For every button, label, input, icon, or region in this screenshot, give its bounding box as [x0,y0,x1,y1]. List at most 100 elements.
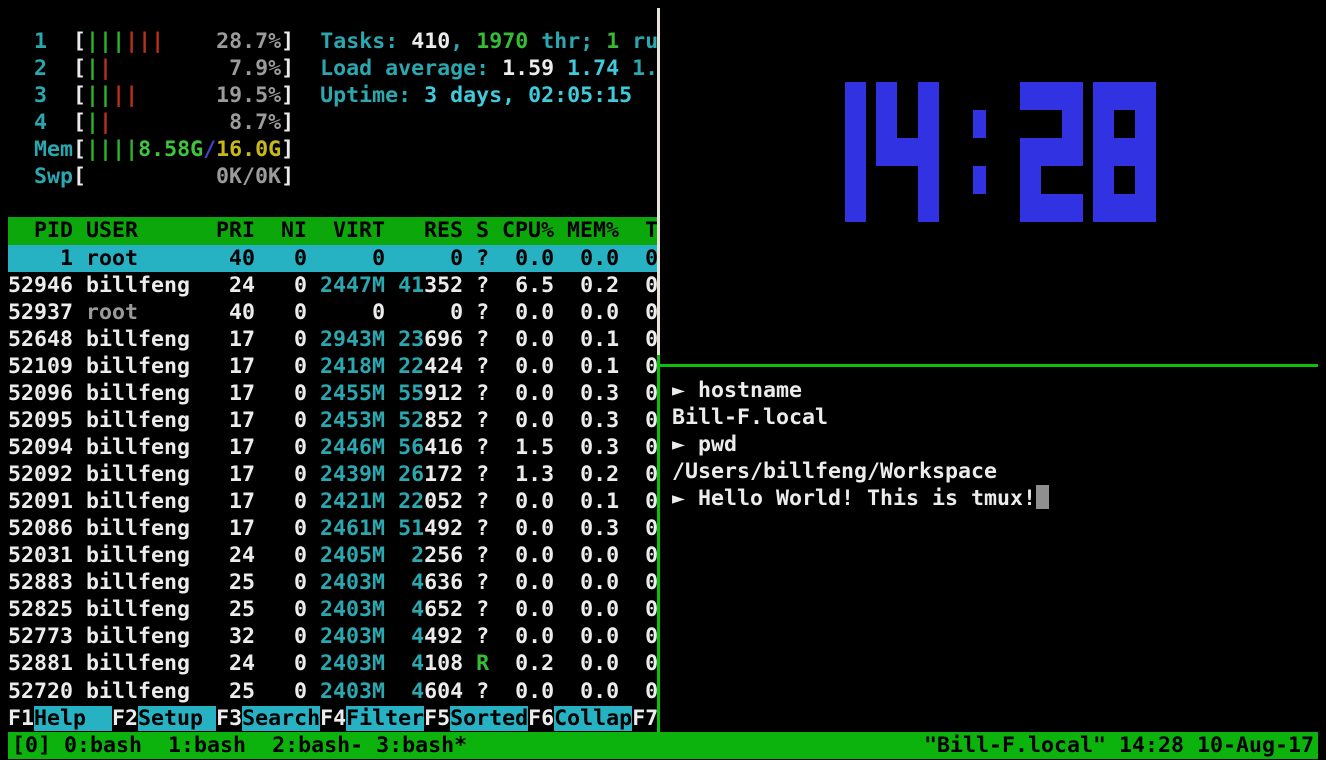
process-row[interactable]: 52773 billfeng 32 0 2403M 4492 ? 0.0 0.0… [8,624,658,650]
process-row[interactable]: 52883 billfeng 25 0 2403M 4636 ? 0.0 0.0… [8,570,658,596]
state-cell: ? [476,299,490,325]
meter-bar: | [112,137,126,163]
uptime: Uptime: 3 days, 02:05:15 [320,83,633,109]
res-cell: 492 [424,516,464,542]
meter-bar: | [138,29,152,54]
res-cell: 424 [424,353,464,379]
state-cell: ? [476,434,490,460]
pane-divider-vertical-inactive[interactable] [657,8,660,355]
process-row[interactable]: 52881 billfeng 24 0 2403M 4108 R 0.2 0.0… [8,651,658,677]
user-cell: billfeng [86,597,204,623]
process-row[interactable]: 52720 billfeng 25 0 2403M 4604 ? 0.0 0.0… [8,678,658,704]
pane-divider-horizontal-active[interactable] [657,364,1318,367]
meter-bar: | [112,83,126,109]
tmux-window-3[interactable]: 3:bash* [376,733,468,758]
cpu-percent: 8.7% [229,110,282,136]
tmux-window-list: [0] 0:bash 1:bash 2:bash- 3:bash* [12,732,467,759]
process-row[interactable]: 52109 billfeng 17 0 2418M 22424 ? 0.0 0.… [8,353,658,379]
res-cell: 4 [411,570,425,596]
res-cell: 4 [411,651,425,677]
fkey-f1-label[interactable]: Help [34,705,113,731]
res-cell: 256 [424,543,464,569]
memory-meter-label: Mem [8,137,74,163]
res-cell: 492 [424,624,464,650]
fkey-f4-label[interactable]: Filter [346,705,425,731]
process-table-header[interactable]: PID USER PRI NI VIRT RES S CPU% MEM% T [8,217,658,245]
fkey-f7-key[interactable]: F7 [632,705,658,731]
fkey-f6-label[interactable]: Collap [554,705,633,731]
process-row[interactable]: 52031 billfeng 24 0 2405M 2256 ? 0.0 0.0… [8,543,658,569]
cpu1-meter-label: 1 [8,29,74,54]
user-cell: billfeng [86,624,204,650]
load-average: Load average: 1.59 1.74 1. [320,56,658,82]
tty-clock [803,82,1156,222]
fkey-f2-key[interactable]: F2 [112,705,139,731]
state-cell: ? [476,624,490,650]
process-row[interactable]: 52648 billfeng 17 0 2943M 23696 ? 0.0 0.… [8,326,658,352]
process-row[interactable]: 52086 billfeng 17 0 2461M 51492 ? 0.0 0.… [8,516,658,542]
meter-bar: | [99,137,113,163]
clock-digit-1 [803,82,866,222]
tmux-window-1[interactable]: 1:bash [168,733,260,758]
prompt-icon: ► [672,432,699,458]
meter-bar: | [99,29,113,54]
user-cell: billfeng [86,570,204,596]
tmux-status-right: "Bill-F.local" 14:28 10-Aug-17 [923,733,1314,758]
process-row[interactable]: 52937 root 40 0 0 0 ? 0.0 0.0 0: [8,299,658,325]
res-cell: 652 [424,597,464,623]
meter-bar: | [86,137,100,163]
pid-cell: 52095 [8,407,87,433]
state-cell: ? [476,489,490,515]
pid-cell: 52091 [8,489,87,515]
fkey-f5-key[interactable]: F5 [424,705,451,731]
tmux-window-2[interactable]: 2:bash- [272,733,364,758]
cpu-meter-row: 3 [|||| 19.5%] Uptime: 3 days, 02:05:15 [8,83,633,109]
virt-cell: 0 [372,299,386,325]
process-row[interactable]: 52946 billfeng 24 0 2447M 41352 ? 6.5 0.… [8,272,658,298]
pid-cell: 52720 [8,678,87,704]
fkey-f2-label[interactable]: Setup [138,705,217,731]
pid-cell: 52648 [8,326,87,352]
state-cell: ? [476,570,490,596]
shell-pane[interactable]: ► hostname Bill-F.local ► pwd/Users/billfe… [660,367,1318,730]
meter-bar: | [99,83,113,109]
state-cell: ? [476,245,490,271]
shell-command-line: ► hostname [672,378,803,403]
fkey-f5-label[interactable]: Sorted [450,705,529,731]
cpu2-meter-label: 2 [8,56,74,82]
meter-bar: | [112,29,126,54]
tmux-window-0[interactable]: 0:bash [64,733,156,758]
process-row[interactable]: 52091 billfeng 17 0 2421M 22052 ? 0.0 0.… [8,489,658,515]
fkey-f3-label[interactable]: Search [242,705,321,731]
meter-bar: | [99,56,113,82]
state-cell: ? [476,516,490,542]
process-row[interactable]: 52096 billfeng 17 0 2455M 55912 ? 0.0 0.… [8,380,658,406]
fkey-f1-key[interactable]: F1 [8,705,35,731]
res-cell: 23 [398,326,425,352]
res-cell: 108 [424,651,464,677]
state-cell: ? [476,407,490,433]
res-cell: 4 [411,597,425,623]
process-row[interactable]: 1 root 40 0 0 0 ? 0.0 0.0 0: [8,244,658,272]
user-cell: billfeng [86,516,204,542]
res-cell: 696 [424,326,464,352]
process-row[interactable]: 52825 billfeng 25 0 2403M 4652 ? 0.0 0.0… [8,597,658,623]
fkey-f3-key[interactable]: F3 [216,705,243,731]
mem-total: 16.0G [216,137,282,163]
htop-pane: 1 [|||||| 28.7%] Tasks: 410, 1970 thr; 1… [8,28,658,732]
res-cell: 56 [398,434,425,460]
meter-bar: | [125,83,139,109]
pid-cell: 52094 [8,434,87,460]
pane-divider-vertical-active[interactable] [657,355,660,732]
process-row[interactable]: 52092 billfeng 17 0 2439M 26172 ? 1.3 0.… [8,462,658,487]
process-row[interactable]: 52095 billfeng 17 0 2453M 52852 ? 0.0 0.… [8,407,658,433]
fkey-f4-key[interactable]: F4 [320,705,347,731]
memory-meter-row: Mem[||||8.58G/16.0G] [8,137,295,163]
user-cell: billfeng [86,489,204,515]
fkey-f6-key[interactable]: F6 [528,705,555,731]
process-row[interactable]: 52094 billfeng 17 0 2446M 56416 ? 1.5 0.… [8,434,658,460]
cpu-percent: 7.9% [229,56,282,82]
cpu-meter-row: 4 [|| 8.7%] [8,110,295,136]
tmux-session-name: [0] [12,733,65,758]
swap-meter-label: Swp [8,164,74,190]
